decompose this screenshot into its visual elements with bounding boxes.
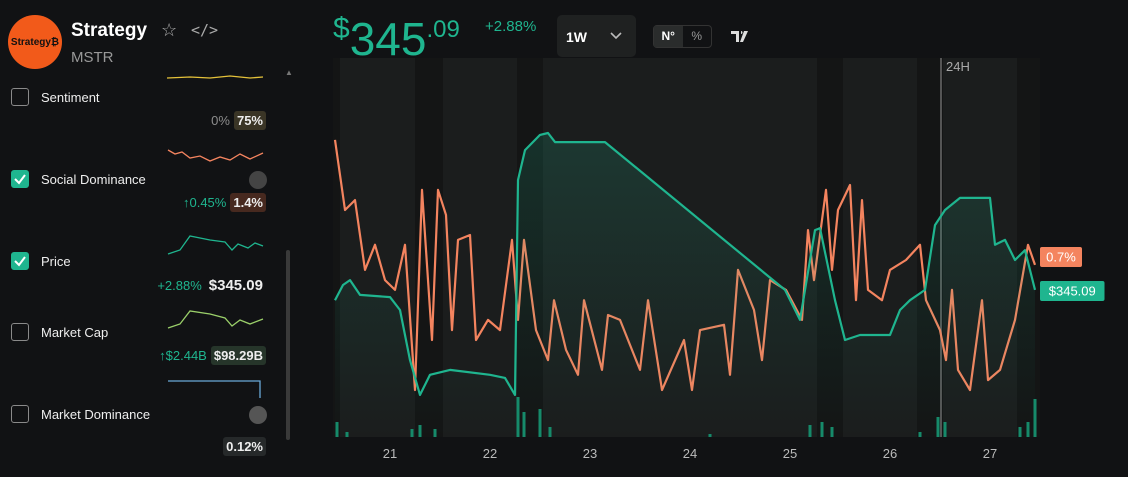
- x-tick-label: 25: [783, 446, 797, 461]
- metric-change: ↑$2.44B: [159, 348, 207, 363]
- metric-change: 0%: [211, 113, 230, 128]
- x-tick-label: 23: [583, 446, 597, 461]
- metric-label: Market Cap: [41, 325, 109, 340]
- scroll-up[interactable]: ▲: [285, 68, 293, 77]
- metric-label: Sentiment: [41, 90, 100, 105]
- metric-value: 1.4%: [230, 193, 266, 212]
- favorite-icon[interactable]: ☆: [161, 20, 178, 40]
- metric-dot: [249, 406, 267, 424]
- metric-values: ↑0.45% 1.4%: [183, 193, 266, 212]
- price-symbol: $: [333, 12, 350, 45]
- x-tick-label: 27: [983, 446, 997, 461]
- toggle-absolute[interactable]: N°: [654, 26, 683, 47]
- metric-label: Social Dominance: [41, 172, 146, 187]
- asset-name: Strategy: [71, 20, 148, 41]
- end-label-box: [1040, 247, 1082, 267]
- x-tick-label: 21: [383, 446, 397, 461]
- tv-logo: [731, 31, 748, 42]
- price-decimals: .09: [426, 16, 460, 43]
- metric-values: 0.12%: [223, 437, 266, 456]
- metric-label: Market Dominance: [41, 407, 151, 422]
- unit-toggle: N° %: [653, 25, 712, 48]
- metric-value: $345.09: [205, 275, 266, 296]
- metric-value: 75%: [233, 111, 266, 130]
- metric-value: 0.12%: [223, 437, 266, 456]
- metric-change: +2.88%: [157, 278, 202, 293]
- checkbox[interactable]: [11, 323, 29, 341]
- checkbox[interactable]: [11, 88, 29, 106]
- checkbox[interactable]: [11, 405, 29, 423]
- metric-value: $98.29B: [210, 346, 266, 365]
- embed-icon[interactable]: </>: [191, 21, 219, 39]
- metric-values: ↑$2.44B $98.29B: [159, 346, 266, 365]
- end-label: $345.09: [1049, 284, 1096, 299]
- checkbox[interactable]: [11, 252, 29, 270]
- sparklines: [166, 75, 264, 398]
- x-tick-label: 22: [483, 446, 497, 461]
- timeframe-value: 1W: [566, 29, 587, 45]
- timeframe-select[interactable]: 1W: [557, 15, 636, 57]
- checkbox[interactable]: [11, 170, 29, 188]
- price-change: +2.88%: [485, 18, 537, 35]
- scrollbar[interactable]: [286, 250, 290, 440]
- x-tick-label: 24: [683, 446, 697, 461]
- end-label-box: [1040, 281, 1105, 301]
- ticker: MSTR: [71, 49, 114, 66]
- series-line: [334, 131, 1037, 396]
- price-display: $345.09: [333, 12, 460, 66]
- metric-label: Price: [41, 254, 71, 269]
- metric-values: 0% 75%: [211, 111, 266, 130]
- marker-label: 24H: [946, 59, 970, 74]
- toggle-percent[interactable]: %: [691, 29, 703, 43]
- chevron: [610, 32, 622, 40]
- logo: Strategy₿: [8, 15, 62, 69]
- x-tick-label: 26: [883, 446, 897, 461]
- metric-dot: [249, 171, 267, 189]
- price-area: [335, 133, 1035, 437]
- metric-values: +2.88% $345.09: [157, 275, 266, 296]
- price-integer: 345: [349, 13, 427, 65]
- end-label: 0.7%: [1046, 250, 1076, 265]
- metric-change: ↑0.45%: [182, 195, 227, 210]
